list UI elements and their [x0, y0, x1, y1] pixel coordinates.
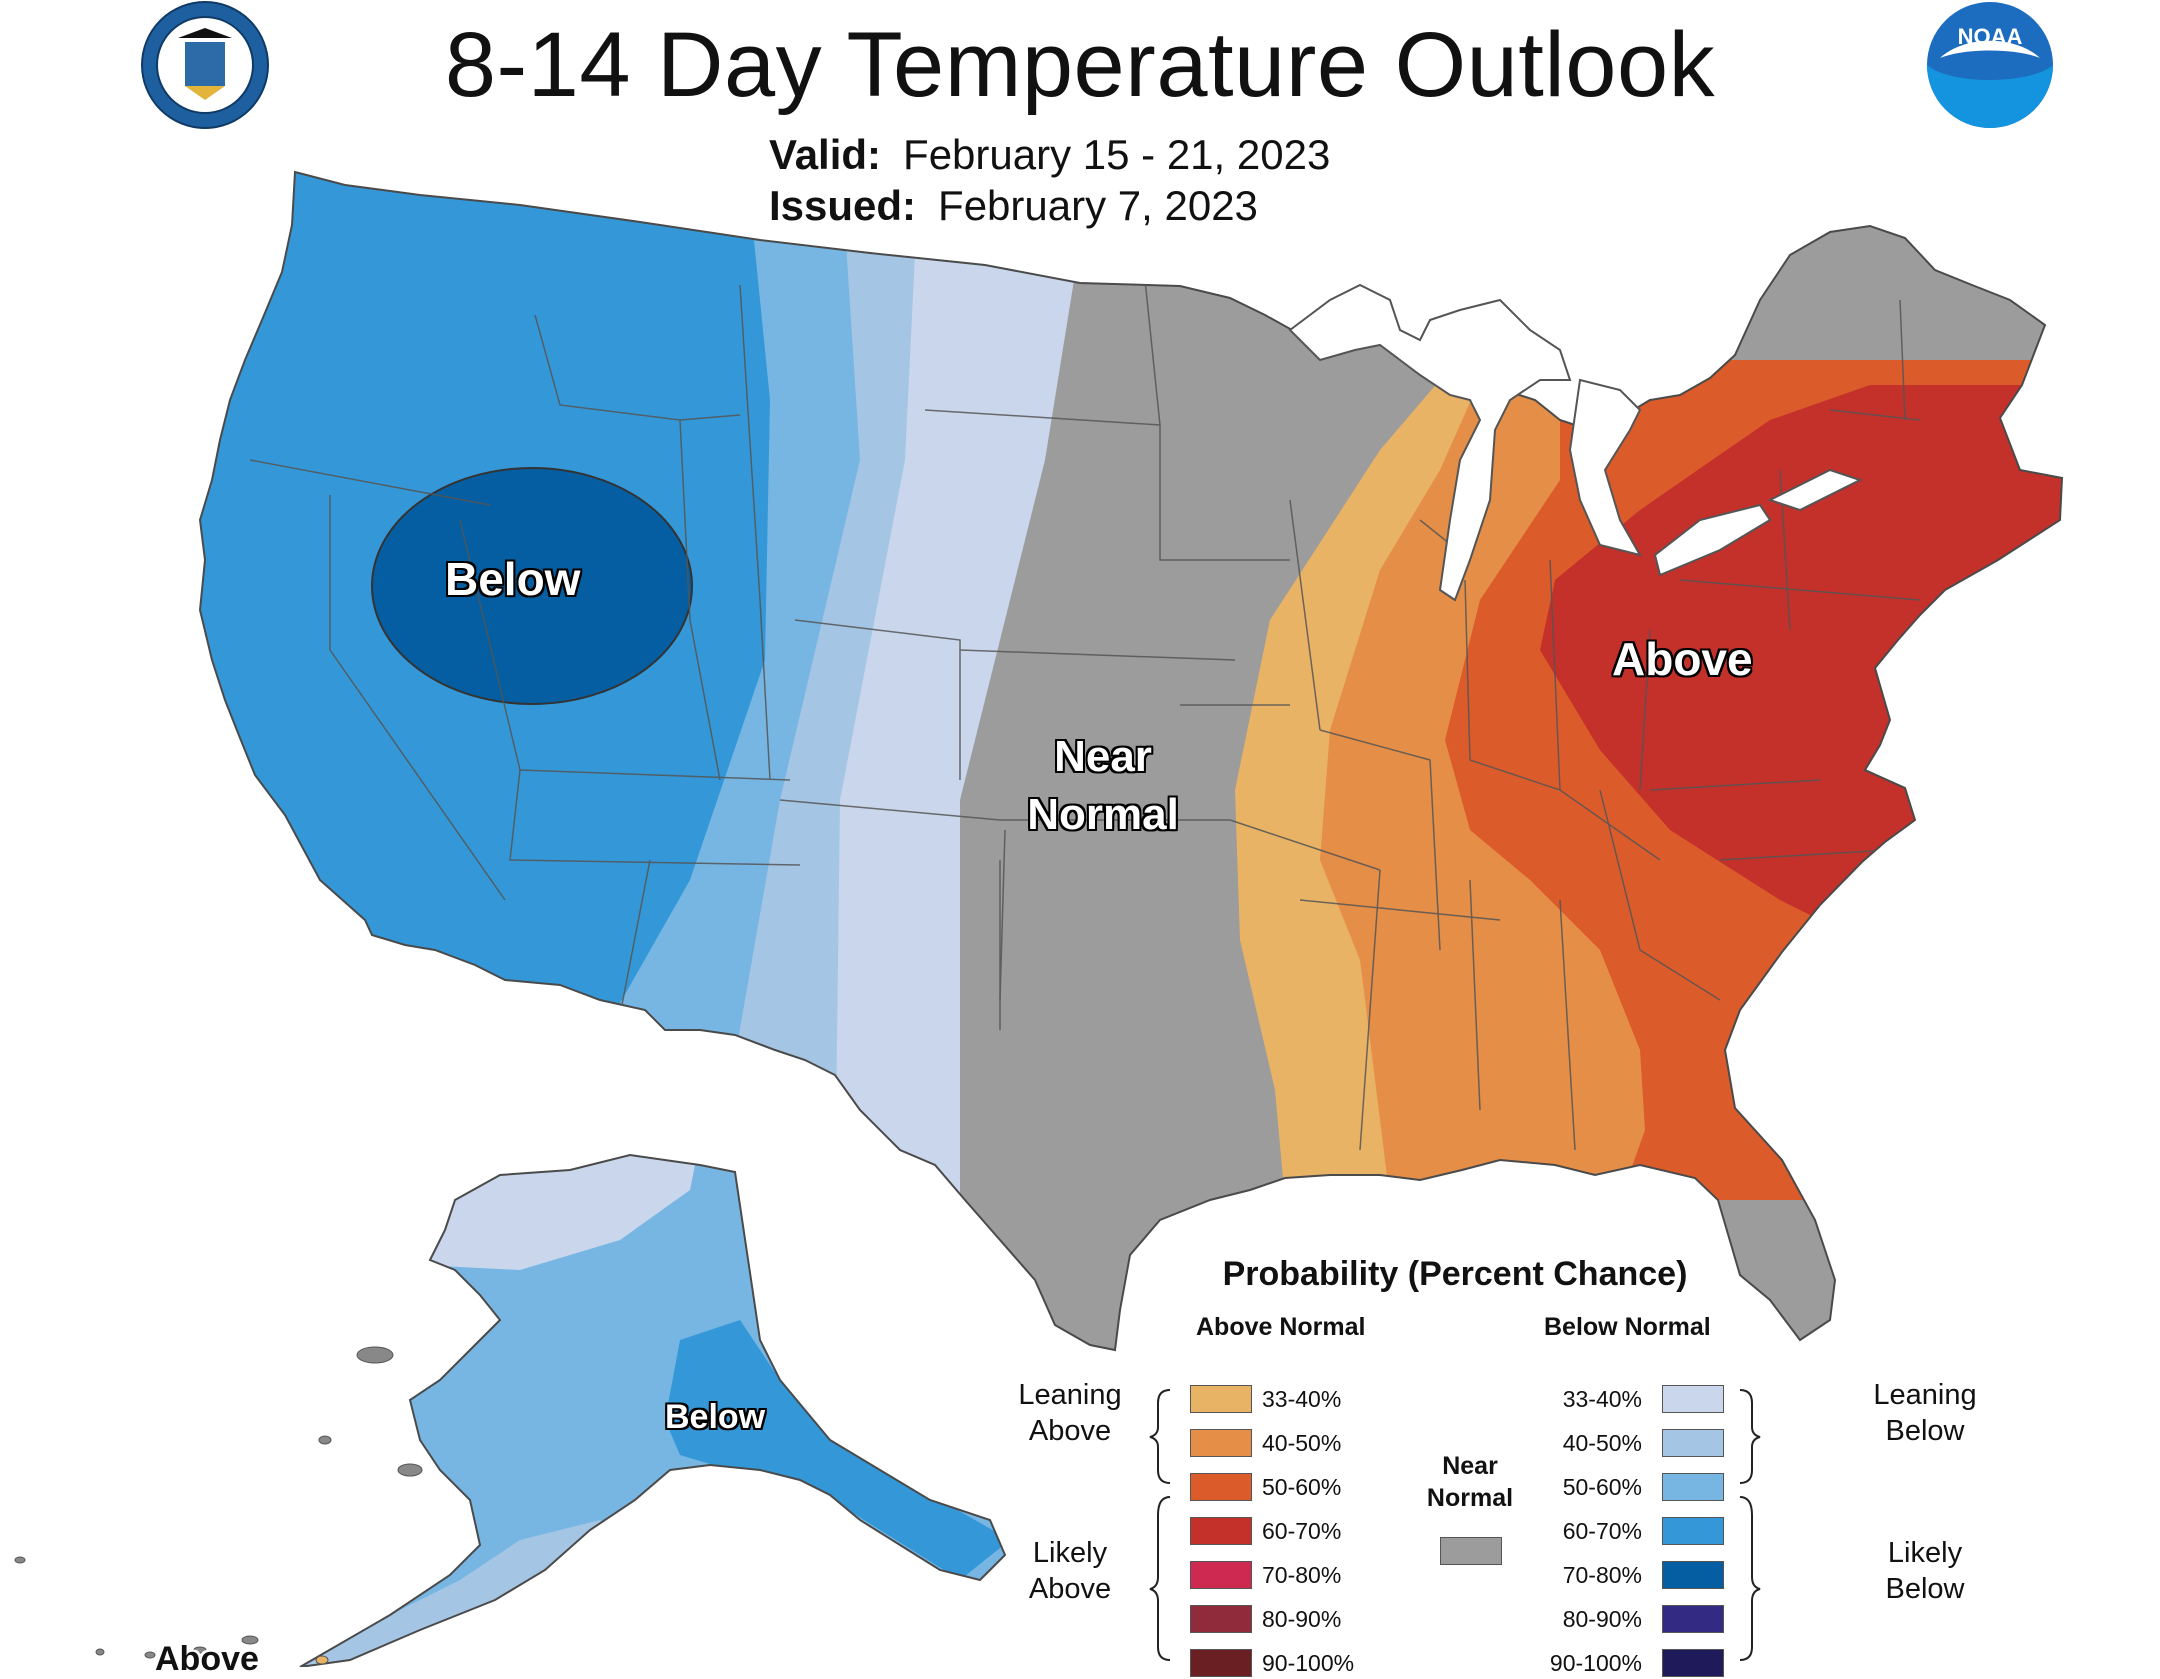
svg-text:NOAA: NOAA	[1958, 24, 2023, 49]
below-percent-label: 70-80%	[1562, 1562, 1642, 1588]
legend-title: Probability (Percent Chance)	[1222, 1255, 1688, 1293]
label-below-west: Below	[445, 553, 581, 605]
below-swatch-1	[1662, 1429, 1724, 1457]
below-swatch-4	[1662, 1561, 1724, 1589]
below-70-80-area	[371, 467, 693, 705]
alaska-southwest-tip	[300, 1520, 640, 1667]
leaning-below-label: Leaning Below	[1873, 1379, 1977, 1447]
above-swatch-0	[1190, 1385, 1252, 1413]
valid-label: Valid:	[769, 131, 882, 178]
issued-date: Issued: February 7, 2023	[769, 181, 1258, 231]
legend-braces	[1149, 1389, 1761, 1661]
leaning-above-label: Leaning Above	[1018, 1379, 1122, 1447]
below-percent-label: 60-70%	[1562, 1518, 1642, 1544]
doc-seal-logo	[141, 1, 269, 129]
issued-value: February 7, 2023	[938, 182, 1258, 229]
map-title: 8-14 Day Temperature Outlook	[444, 14, 1716, 116]
below-percent-label: 80-90%	[1562, 1606, 1642, 1632]
below-swatch-3	[1662, 1517, 1724, 1545]
below-normal-header: Below Normal	[1544, 1313, 1711, 1341]
label-above-east: Above	[1612, 633, 1753, 685]
label-near-normal: Near Normal	[1027, 732, 1179, 839]
valid-dates: Valid: February 15 - 21, 2023	[769, 130, 1330, 180]
above-swatch-4	[1190, 1561, 1252, 1589]
near-normal-header: Near Normal	[1426, 1452, 1514, 1512]
noaa-logo: NOAA	[1927, 2, 2053, 128]
above-percent-label: 50-60%	[1262, 1474, 1342, 1500]
conus-outline	[198, 170, 2064, 1352]
great-lakes	[1288, 283, 1863, 602]
below-percent-label: 40-50%	[1562, 1430, 1642, 1456]
valid-value: February 15 - 21, 2023	[903, 131, 1331, 178]
above-percent-label: 70-80%	[1262, 1562, 1342, 1588]
likely-above-label: Likely Above	[1028, 1537, 1112, 1605]
above-percent-label: 40-50%	[1262, 1430, 1342, 1456]
likely-below-label: Likely Below	[1885, 1537, 1965, 1605]
alaska-below-60-70	[665, 1320, 1005, 1580]
above-swatch-1	[1190, 1429, 1252, 1457]
probability-legend: Probability (Percent Chance) Above Norma…	[1000, 1255, 2000, 1677]
alaska-outline	[299, 1153, 1007, 1667]
above-percent-label: 80-90%	[1262, 1606, 1342, 1632]
above-percent-label: 60-70%	[1262, 1518, 1342, 1544]
below-swatch-5	[1662, 1605, 1724, 1633]
above-percent-label: 33-40%	[1262, 1386, 1342, 1412]
aleutian-islands	[14, 1346, 423, 1665]
state-boundaries	[249, 279, 1921, 1151]
below-swatch-2	[1662, 1473, 1724, 1501]
above-swatch-2	[1190, 1473, 1252, 1501]
above-swatch-3	[1190, 1517, 1252, 1545]
below-swatch-0	[1662, 1385, 1724, 1413]
above-normal-header: Above Normal	[1196, 1313, 1366, 1341]
label-above-aleutians: Above	[155, 1640, 259, 1678]
label-below-alaska: Below	[665, 1398, 766, 1436]
above-swatch-5	[1190, 1605, 1252, 1633]
near-normal-swatch	[1440, 1537, 1502, 1565]
below-percent-label: 50-60%	[1562, 1474, 1642, 1500]
below-percent-label: 33-40%	[1562, 1386, 1642, 1412]
issued-label: Issued:	[769, 182, 917, 229]
